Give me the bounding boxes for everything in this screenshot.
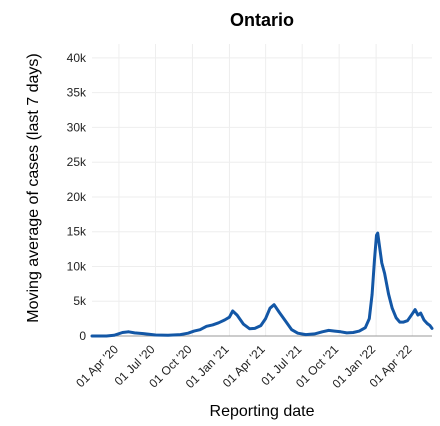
y-tick-label: 5k (73, 294, 87, 308)
grid (92, 44, 432, 337)
y-axis-label: Moving average of cases (last 7 days) (25, 53, 42, 322)
y-tick-label: 40k (67, 51, 87, 65)
y-tick-label: 0 (79, 329, 86, 343)
series-layer (90, 231, 434, 338)
y-tick-label: 10k (67, 259, 87, 273)
y-tick-label: 30k (67, 120, 87, 134)
y-tick-label: 25k (67, 155, 87, 169)
y-axis-ticks: 0 5k 10k 15k 20k 25k 30k 35k 40k (67, 51, 87, 343)
x-tick-label: 01 Apr '20 (73, 342, 121, 390)
x-axis-label: Reporting date (210, 403, 315, 420)
y-tick-label: 15k (67, 225, 87, 239)
chart-title: Ontario (230, 10, 294, 30)
y-tick-label: 20k (67, 190, 87, 204)
series-line (90, 231, 434, 338)
y-tick-label: 35k (67, 86, 87, 100)
